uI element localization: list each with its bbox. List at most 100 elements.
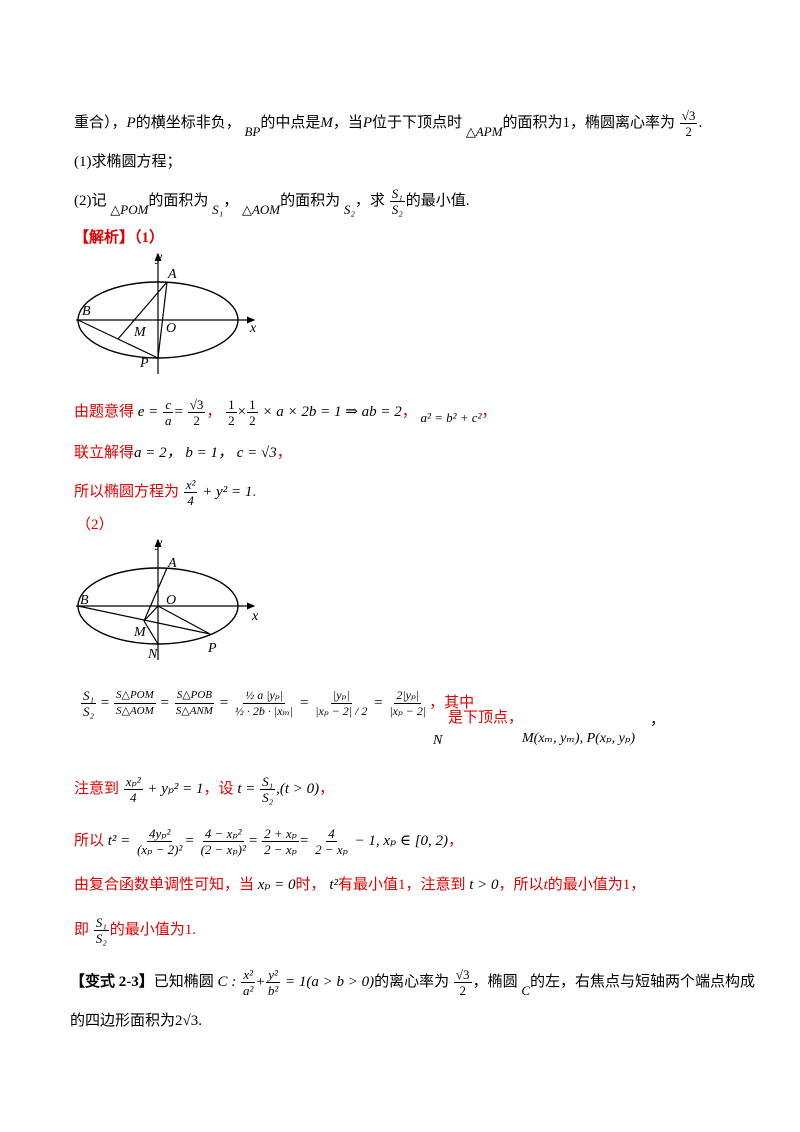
fraction: 4 − xₚ² (2 − xₚ)² [199,826,248,857]
text: 的中点是 [260,114,321,131]
denominator: |xₚ − 2| [389,704,427,718]
fraction: |yₚ| |xₚ − 2| / 2 [313,688,369,719]
text: 的面积为1，椭圆离心率为 [502,114,676,131]
numerator: c [163,397,174,413]
text: 的横坐标非负， [135,114,241,131]
math: + yₚ² = 1 [147,780,204,797]
text: 由复合函数单调性可知，当 [74,877,255,893]
denominator: S₂ [391,202,403,217]
denominator: (2 − xₚ)² [200,842,246,857]
monotonic-line: 由复合函数单调性可知，当 xₚ = 0时， t²有最小值1，注意到 t > 0，… [74,875,645,895]
text: ，所以 [498,877,544,893]
var-P: P [126,114,136,131]
math: t > 0 [469,877,499,893]
numerator: 2|yₚ| [394,688,422,704]
text: ，设 [203,780,234,797]
denominator: S₂ [95,931,107,946]
text: 的面积为 [148,192,209,209]
math: = 1(a > b > 0) [285,973,375,990]
text: 联立解得 [74,445,135,461]
segment-MO [143,605,159,622]
numerator: S△POM [114,688,156,704]
fraction: 2|yₚ| |xₚ − 2| [387,688,428,719]
question-1: (1)求椭圆方程； [74,154,182,170]
math: − 1, xₚ ∈ [0, 2) [354,832,449,849]
denominator: 2 [249,413,256,428]
var-S1: S₁ [212,201,224,217]
solution-step-2: 联立解得a = 2， b = 1， c = √3， [74,443,292,463]
label-M: M [133,625,147,640]
label-x: x [251,609,259,624]
numerator: 4 [326,826,337,842]
fraction: S₁ S₂ [260,774,276,805]
triangle-APM: △APM [465,123,503,139]
text: ， [206,403,222,420]
denominator: 2 − xₚ [264,842,297,857]
t-squared-line: 所以 t² = 4yₚ² (xₚ − 2)² = 4 − xₚ² (2 − xₚ)² =… [74,826,464,857]
numerator: S₁ [81,688,97,704]
ellipse-figure-2: y A B O M N P x [76,536,259,662]
fraction: S₁ S₂ [81,688,97,719]
denominator: S△ANM [175,705,213,717]
label-M: M [133,325,147,340]
label-P: P [139,356,149,371]
part-2-heading: （2） [76,517,114,533]
math: C : [217,973,237,990]
var-P: P [362,114,373,131]
label-B: B [82,304,91,319]
denominator: b² [267,983,279,998]
math: xₚ = 0 [257,877,296,893]
var-S2: S₂ [343,201,355,217]
fraction: S₁ S₂ [93,915,109,946]
triangle-AOM: △AOM [241,201,281,217]
denominator: a [165,413,172,428]
text: . [698,114,703,131]
numerator: √3 [679,108,698,124]
numerator: √3 [187,397,206,413]
numerator: 4 − xₚ² [202,826,244,842]
numerator: √3 [453,967,472,983]
text: ，椭圆 [472,973,518,990]
segment-PA [157,281,168,359]
segment-BP: BP [244,123,261,139]
var-M: M [320,114,333,131]
denominator: ½ · 2b · |xₘ| [234,704,294,718]
text: 重合）， [74,114,127,131]
problem-line-1: 重合），P的横坐标非负， BP的中点是M，当P位于下顶点时 △APM的面积为1，… [74,108,702,139]
fraction: ½ a |yₚ| ½ · 2b · |xₘ| [233,688,295,719]
segment-MA [117,281,168,340]
text: 的最小值为1， [547,877,646,893]
note-line: 注意到 xₚ² 4 + yₚ² = 1，设 t = S₁ S₂ ,(t > 0)， [74,774,334,805]
text: ，其中 [429,694,475,711]
fraction: √3 2 [187,397,206,428]
math: × a × 2b = 1 ⇒ ab = 2 [262,403,402,420]
text: . [198,1013,202,1029]
var-C: C [521,982,530,998]
label-y: y [154,536,163,551]
numerator: |yₚ| [330,688,352,704]
variant-tag: 【变式 2-3】 [70,973,154,990]
text: 的左，右焦点与短轴两个端点构成 [530,973,756,990]
denominator: 4 [187,493,194,508]
numerator: y² [266,967,280,983]
text: 注意到 [74,780,120,797]
variant-problem-line-2: 的四边形面积为2√3. [70,1011,202,1031]
numerator: 1 [226,397,237,413]
ratio-equation: S₁ S₂ = S△POM S△AOM = S△POB S△ANM = ½ a |yₚ… [81,688,475,719]
text: 时， [295,877,326,893]
text: (2)记 [74,192,107,209]
text: ，求 [354,192,385,209]
text: 位于下顶点时 [372,114,463,131]
math: a² = b² + c² [420,409,482,425]
points-MP: M(xₘ, yₘ), P(xₚ, yₚ) [522,731,636,746]
solution-step-3: 所以椭圆方程为 x² 4 + y² = 1. [74,477,256,508]
denominator: S₂ [262,790,274,805]
denominator: 2 [685,124,692,139]
math: t² = [107,832,131,849]
denominator: 2 [193,413,200,428]
denominator: 4 [129,790,137,805]
math: 2√3 [175,1013,199,1029]
